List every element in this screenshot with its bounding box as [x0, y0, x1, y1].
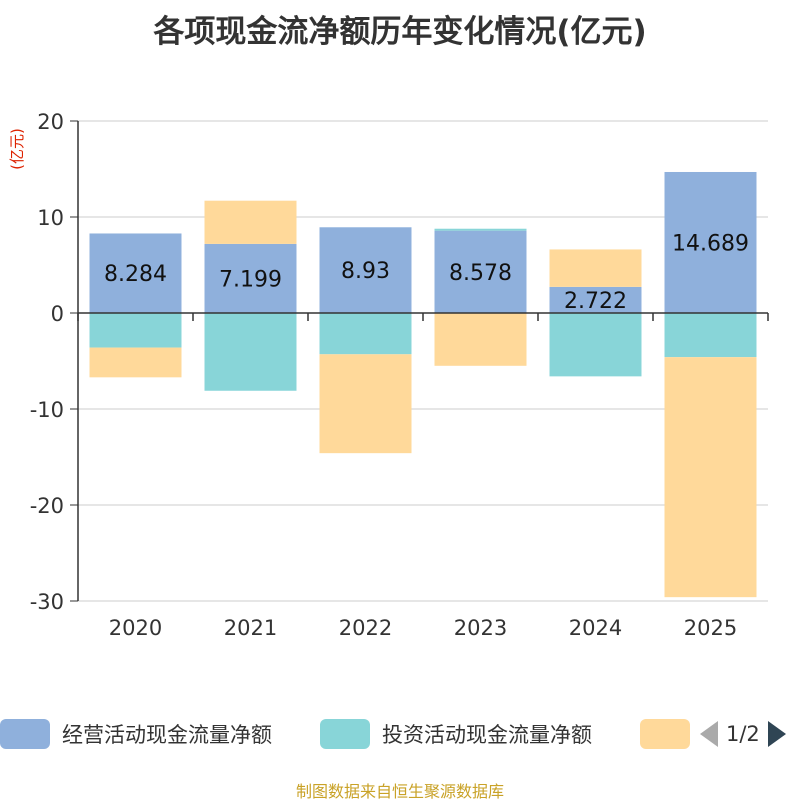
data-label-2023: 8.578 [449, 261, 512, 286]
legend-item-operating[interactable]: 经营活动现金流量净额 [0, 716, 272, 752]
bar-2-2022 [319, 313, 412, 355]
bar-3-2020 [89, 347, 182, 378]
legend-pager: 1/2 [700, 716, 786, 752]
axes [70, 120, 769, 602]
data-label-2024: 2.722 [564, 289, 627, 314]
data-label-2025: 14.689 [672, 231, 749, 256]
bar-2-2025 [664, 313, 757, 358]
y-tick-label: 0 [51, 302, 64, 326]
x-tick-label: 2021 [224, 616, 277, 640]
legend: 经营活动现金流量净额 投资活动现金流量净额 [0, 716, 800, 756]
bars [89, 171, 757, 598]
bar-2-2024 [549, 313, 642, 377]
labels: 20 10 0 -10 -20 -30 (亿元) 8.284 2020 7.199 2021 8.93… [8, 110, 749, 640]
bar-2-2021 [204, 313, 297, 391]
y-tick-label: 20 [37, 110, 64, 134]
chart-plot: 20 10 0 -10 -20 -30 (亿元) 8.284 2020 7.199 2021 8.93… [8, 110, 769, 640]
x-tick-label: 2025 [684, 616, 737, 640]
legend-prev-page-icon[interactable] [700, 721, 718, 747]
bar-1-2025 [664, 171, 757, 313]
bar-3-2022 [319, 354, 412, 454]
y-tick-label: 10 [37, 206, 64, 230]
bar-3-2023 [434, 313, 527, 366]
bar-2-2023 [434, 228, 527, 231]
y-tick-label: -20 [30, 494, 64, 518]
bar-3-2024 [549, 249, 642, 287]
data-label-2022: 8.93 [341, 259, 390, 284]
legend-swatch-operating [0, 719, 50, 749]
legend-swatch-financing [640, 719, 690, 749]
x-tick-label: 2024 [569, 616, 622, 640]
bar-1-2020 [89, 233, 182, 313]
legend-next-page-icon[interactable] [767, 721, 786, 747]
y-axis-label: (亿元) [8, 128, 26, 170]
data-label-2020: 8.284 [104, 262, 167, 287]
bar-2-2020 [89, 313, 182, 348]
bar-3-2025 [664, 357, 757, 598]
chart-title: 各项现金流净额历年变化情况(亿元) [153, 14, 647, 50]
legend-label-investing: 投资活动现金流量净额 [382, 723, 592, 747]
data-label-2021: 7.199 [219, 267, 282, 292]
legend-swatch-investing [320, 719, 370, 749]
bar-1-2022 [319, 227, 412, 313]
legend-label-operating: 经营活动现金流量净额 [62, 723, 272, 747]
bar-1-2024 [549, 286, 642, 313]
legend-item-financing[interactable] [640, 716, 702, 752]
x-tick-label: 2020 [109, 616, 162, 640]
data-source-note: 制图数据来自恒生聚源数据库 [295, 782, 504, 801]
bar-1-2023 [434, 230, 527, 313]
x-tick-label: 2023 [454, 616, 507, 640]
y-tick-label: -10 [30, 398, 64, 422]
y-tick-label: -30 [30, 590, 64, 614]
bar-1-2021 [204, 243, 297, 313]
legend-item-investing[interactable]: 投资活动现金流量净额 [320, 716, 592, 752]
x-tick-label: 2022 [339, 616, 392, 640]
bar-3-2021 [204, 200, 297, 244]
legend-page-indicator: 1/2 [726, 722, 760, 746]
